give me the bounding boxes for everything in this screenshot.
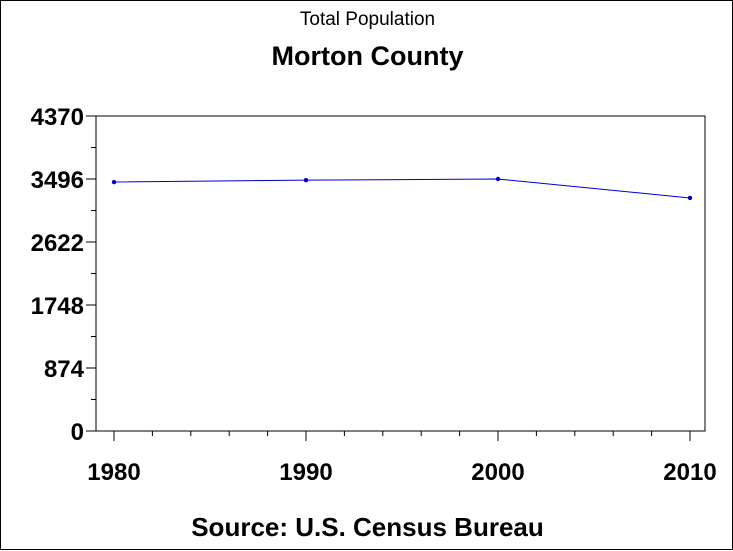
x-tick-label: 2010 xyxy=(663,459,716,486)
source-note: Source: U.S. Census Bureau xyxy=(191,512,544,542)
y-tick-label: 4370 xyxy=(31,104,84,131)
x-tick-label: 1990 xyxy=(279,459,332,486)
plot-area xyxy=(95,115,706,432)
data-point xyxy=(303,177,309,183)
y-tick-label: 3496 xyxy=(31,167,84,194)
y-tick-label: 2622 xyxy=(31,230,84,257)
x-tick-label: 2000 xyxy=(471,459,524,486)
y-tick-label: 874 xyxy=(44,356,85,383)
x-tick-label: 1980 xyxy=(87,459,140,486)
chart-title: Morton County xyxy=(271,41,464,71)
chart-subtitle: Total Population xyxy=(299,9,436,30)
data-point xyxy=(495,176,501,182)
series-line xyxy=(113,178,691,199)
y-tick-label: 1748 xyxy=(31,293,84,320)
y-tick-label: 0 xyxy=(71,419,84,446)
data-point xyxy=(687,195,693,201)
data-point xyxy=(111,179,117,185)
